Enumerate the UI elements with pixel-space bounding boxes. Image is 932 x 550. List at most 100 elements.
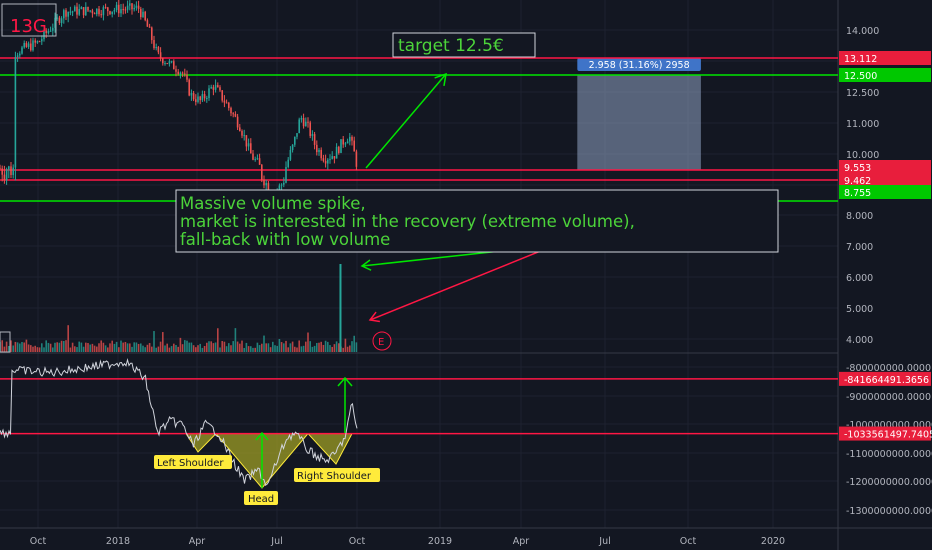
price-level-tag: 9.553	[844, 163, 871, 174]
candle-body	[261, 164, 263, 181]
volume-bar	[43, 347, 45, 352]
volume-spike-bar	[339, 264, 342, 352]
volume-bar	[113, 343, 116, 352]
candle-body	[256, 158, 259, 160]
candle-body	[322, 158, 325, 161]
indicator-levels[interactable]	[0, 378, 838, 435]
volume-bar	[190, 342, 193, 352]
candle-body	[155, 46, 157, 49]
candle-body	[120, 9, 122, 14]
volume-bar	[148, 343, 151, 352]
measure-box[interactable]: 2.958 (31.16%) 2958	[577, 58, 701, 170]
candle-body	[1, 168, 3, 175]
candle-body	[23, 43, 25, 48]
target-label[interactable]: target 12.5€	[392, 32, 536, 58]
volume-note[interactable]: Massive volume spike, market is interest…	[175, 189, 779, 253]
measure-box-label-bg	[577, 58, 701, 71]
time-axis[interactable]: Oct 2018 Apr Jul Oct 2019 Apr Jul Oct 2020	[30, 536, 785, 547]
volume-bar	[239, 343, 241, 352]
candle-body	[36, 41, 39, 43]
volume-bars	[0, 264, 358, 353]
candle-body	[115, 4, 118, 10]
fallback-arrow[interactable]	[369, 247, 549, 321]
volume-bar	[5, 341, 8, 352]
candle-body	[142, 11, 144, 18]
volume-bar	[344, 338, 347, 352]
candle-body	[104, 7, 107, 9]
volume-bar	[287, 347, 289, 352]
volume-bar	[78, 341, 80, 352]
candle-body	[69, 11, 72, 13]
price-level-tag: 13.112	[844, 54, 877, 65]
volume-bar	[206, 342, 208, 352]
volume-bar	[278, 339, 281, 352]
candle-body	[179, 72, 182, 75]
target-arrow[interactable]	[365, 73, 447, 169]
candle-body	[208, 88, 210, 98]
candle-body	[346, 141, 349, 144]
candle-body	[85, 6, 87, 16]
price-levels[interactable]	[0, 57, 838, 202]
volume-bar	[96, 346, 98, 352]
time-tick-label: Oct	[349, 536, 366, 547]
volume-bar	[269, 347, 272, 352]
right-shoulder-text: Right Shoulder	[297, 471, 372, 482]
volume-bar	[27, 344, 30, 352]
volume-bar	[49, 343, 52, 352]
symbol-badge[interactable]: 13G	[1, 3, 57, 37]
price-tick-label: 8.000	[846, 211, 873, 222]
candle-body	[21, 47, 23, 54]
candle-body	[91, 10, 94, 14]
price-tick-label: 10.000	[846, 150, 879, 161]
volume-bar	[250, 346, 252, 352]
candle-body	[267, 183, 270, 192]
volume-bar	[93, 345, 96, 352]
candle-body	[298, 119, 300, 134]
volume-bar	[291, 341, 294, 352]
volume-bar	[126, 343, 129, 352]
candle-body	[5, 169, 8, 181]
price-tick-label: 14.000	[846, 26, 879, 37]
volume-bar	[131, 346, 133, 352]
volume-bar	[82, 346, 85, 352]
earnings-marker-text: E	[378, 337, 384, 348]
head-text: Head	[248, 494, 274, 505]
left-shoulder-label[interactable]: Left Shoulder	[154, 455, 232, 469]
volume-bar	[258, 345, 261, 352]
volume-bar	[302, 345, 305, 352]
volume-bar	[155, 347, 157, 352]
volume-bar	[217, 328, 219, 352]
volume-bar	[346, 346, 349, 352]
volume-bar	[285, 340, 287, 352]
time-tick-label: 2018	[106, 536, 130, 547]
price-axis[interactable]: 14.000 11.000 10.000 8.000 7.000 6.000 5.000 4.…	[839, 26, 932, 517]
volume-bar	[333, 344, 336, 352]
candle-body	[49, 30, 52, 32]
candle-body	[318, 149, 320, 153]
candle-body	[56, 17, 58, 19]
volume-bar	[177, 346, 179, 352]
candle-body	[230, 107, 232, 114]
candle-body	[87, 6, 89, 11]
candle-body	[331, 156, 333, 159]
right-shoulder-label[interactable]: Right Shoulder	[294, 468, 380, 482]
volume-bar	[151, 346, 153, 352]
candle-body	[210, 87, 212, 89]
volume-bar	[199, 343, 201, 352]
candle-body	[170, 61, 173, 63]
price-level-tag: 8.755	[844, 188, 871, 199]
candle-body	[41, 39, 43, 42]
candle-body	[243, 135, 245, 137]
earnings-marker[interactable]: E	[372, 331, 392, 351]
candle-body	[34, 40, 36, 43]
candle-body	[197, 96, 199, 102]
candle-body	[151, 27, 153, 41]
volume-bar	[214, 342, 217, 352]
drawings[interactable]	[255, 72, 549, 488]
head-label[interactable]: Head	[244, 491, 278, 505]
volume-bar	[186, 340, 188, 352]
time-tick-label: Apr	[513, 536, 530, 547]
indicator-line	[0, 357, 358, 486]
candle-body	[67, 11, 69, 17]
